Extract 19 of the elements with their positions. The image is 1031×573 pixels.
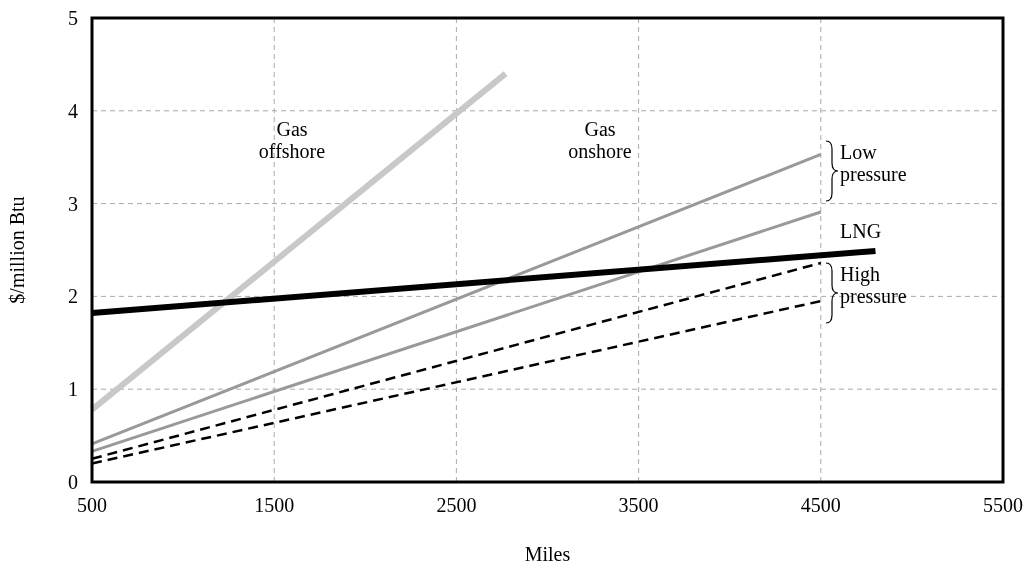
- x-tick-label: 5500: [983, 494, 1023, 516]
- y-tick-label: 5: [68, 7, 78, 29]
- x-tick-label: 500: [77, 494, 107, 516]
- y-tick-label: 3: [68, 192, 78, 215]
- annotation: Gas offshore: [258, 118, 326, 162]
- x-tick-label: 2500: [436, 494, 477, 516]
- y-tick-label: 0: [68, 471, 78, 493]
- y-tick-label: 4: [68, 99, 78, 122]
- x-tick-label: 1500: [254, 494, 295, 516]
- annotation: LNG: [840, 220, 882, 242]
- x-axis-title: Miles: [524, 543, 571, 565]
- x-tick-label: 3500: [618, 494, 659, 516]
- x-tick-label: 4500: [800, 494, 841, 516]
- y-axis-title: $/million Btu: [6, 196, 28, 304]
- y-tick-label: 1: [68, 378, 78, 401]
- annotation: High pressure: [840, 263, 907, 308]
- annotation: Gas onshore: [568, 118, 632, 162]
- y-tick-label: 2: [68, 285, 78, 308]
- annotation: Low pressure: [840, 141, 907, 186]
